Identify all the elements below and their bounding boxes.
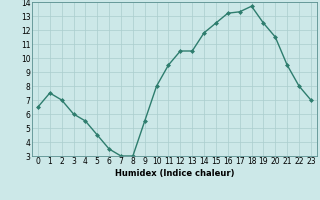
X-axis label: Humidex (Indice chaleur): Humidex (Indice chaleur): [115, 169, 234, 178]
